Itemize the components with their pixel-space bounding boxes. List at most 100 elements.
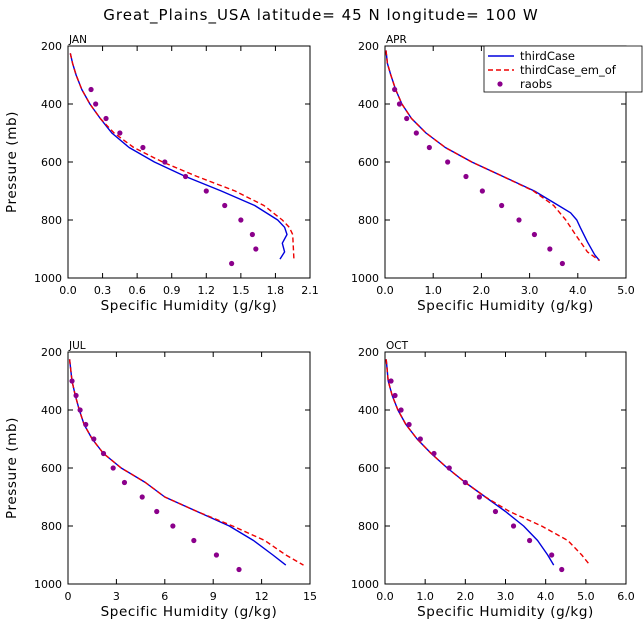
raobs-point <box>253 246 259 252</box>
x-tick-label: 0.0 <box>376 284 394 297</box>
raobs-point <box>191 537 197 544</box>
panel-jul: 0 3 6 9 12 15 200 400 600 800 1000 JUL Specific Humi… <box>4 340 317 620</box>
raobs-point <box>182 173 189 180</box>
raobs-point <box>222 202 228 209</box>
y-tick-label: 200 <box>358 40 379 53</box>
raobs-point <box>103 115 109 122</box>
raobs-point <box>479 188 485 194</box>
x-tick-label: 6 <box>161 590 168 603</box>
raobs-point <box>559 260 565 267</box>
x-axis-label: Specific Humidity (g/kg) <box>101 604 278 620</box>
x-tick-label: 0.0 <box>59 284 77 297</box>
y-tick-label: 200 <box>358 346 379 359</box>
x-tick-label: 3 <box>113 590 120 603</box>
raobs-point <box>462 479 468 486</box>
raobs-point <box>91 436 97 442</box>
y-tick-label: 400 <box>41 404 62 417</box>
x-tick-label: 5.0 <box>577 590 595 603</box>
raobs-point <box>404 115 410 122</box>
series-line-thirdcase-em-of <box>385 50 600 262</box>
raobs-point <box>398 407 404 413</box>
raobs-point <box>100 450 107 457</box>
y-tick-label: 1000 <box>351 578 379 591</box>
raobs-point <box>559 566 565 573</box>
raobs-point <box>229 260 235 267</box>
x-tick-label: 0.3 <box>94 284 112 297</box>
y-tick-label: 400 <box>41 98 62 111</box>
panel-jan: 0.0 0.3 0.6 0.9 1.2 1.5 1.8 2.1 200 400 600 800 1000… <box>4 34 319 314</box>
panel-label: APR <box>386 34 407 46</box>
y-axis-label: Pressure (mb) <box>4 111 20 213</box>
x-tick-label: 0.6 <box>128 284 146 297</box>
y-tick-label: 1000 <box>351 272 379 285</box>
x-tick-label: 2.1 <box>301 284 319 297</box>
x-tick-label: 12 <box>255 590 269 603</box>
series-line-thirdcase-em-of <box>68 359 304 566</box>
x-tick-label: 2.0 <box>457 590 475 603</box>
raobs-point <box>492 508 499 515</box>
y-tick-label: 200 <box>41 346 62 359</box>
raobs-point <box>417 436 423 442</box>
y-tick-label: 1000 <box>34 272 62 285</box>
x-tick-label: 15 <box>303 590 317 603</box>
x-tick-label: 0.0 <box>376 590 394 603</box>
raobs-point <box>139 494 145 500</box>
raobs-point <box>213 552 220 558</box>
series-line-thirdcase-em-of <box>69 53 295 260</box>
raobs-point <box>88 86 94 93</box>
raobs-point <box>388 378 394 384</box>
raobs-point <box>531 231 538 238</box>
panel-apr: 0.0 1.0 2.0 3.0 4.0 5.0 200 400 600 800 1000 APR Spe… <box>351 34 643 314</box>
y-tick-label: 1000 <box>34 578 62 591</box>
raobs-point <box>445 159 451 165</box>
y-tick-label: 600 <box>41 156 62 169</box>
raobs-point <box>140 144 146 151</box>
raobs-point <box>238 217 244 223</box>
series-line-thirdcase <box>69 53 288 260</box>
y-tick-label: 600 <box>358 462 379 475</box>
x-tick-label: 1.5 <box>232 284 250 297</box>
raobs-point <box>117 130 123 136</box>
x-tick-label: 0 <box>65 590 72 603</box>
raobs-point <box>236 566 242 573</box>
x-tick-label: 6.0 <box>617 590 635 603</box>
raobs-point <box>249 231 255 238</box>
x-tick-label: 0.9 <box>163 284 181 297</box>
legend-entry: thirdCase <box>520 49 575 63</box>
x-tick-label: 4.0 <box>569 284 587 297</box>
raobs-point <box>121 479 128 486</box>
raobs-point <box>83 421 89 428</box>
y-tick-label: 400 <box>358 98 379 111</box>
x-tick-label: 1.2 <box>198 284 216 297</box>
raobs-point <box>476 494 482 500</box>
x-tick-label: 3.0 <box>521 284 539 297</box>
x-tick-label: 3.0 <box>497 590 515 603</box>
raobs-point <box>516 217 522 223</box>
x-axis-label: Specific Humidity (g/kg) <box>417 298 594 314</box>
legend-box <box>483 45 643 93</box>
panel-oct: 0.0 1.0 2.0 3.0 4.0 5.0 6.0 200 400 600 800 1000 OCT… <box>351 340 635 620</box>
y-tick-label: 800 <box>358 520 379 533</box>
panel-label: JUL <box>68 340 86 352</box>
raobs-point <box>154 508 160 515</box>
y-tick-label: 400 <box>358 404 379 417</box>
raobs-point <box>73 392 79 399</box>
raobs-point <box>392 86 398 93</box>
raobs-point <box>426 144 432 151</box>
raobs-point <box>549 552 555 558</box>
x-tick-label: 1.0 <box>416 590 434 603</box>
x-tick-label: 5.0 <box>617 284 635 297</box>
raobs-point <box>110 465 116 471</box>
x-axis-label: Specific Humidity (g/kg) <box>101 298 278 314</box>
raobs-point <box>396 101 403 107</box>
plot-frame <box>67 351 311 585</box>
series-line-thirdcase <box>385 359 555 566</box>
raobs-point <box>499 202 505 209</box>
legend-marker <box>497 81 503 87</box>
panel-label: JAN <box>68 34 87 46</box>
raobs-point <box>392 392 398 399</box>
raobs-point <box>77 407 83 413</box>
x-axis-label: Specific Humidity (g/kg) <box>417 604 594 620</box>
